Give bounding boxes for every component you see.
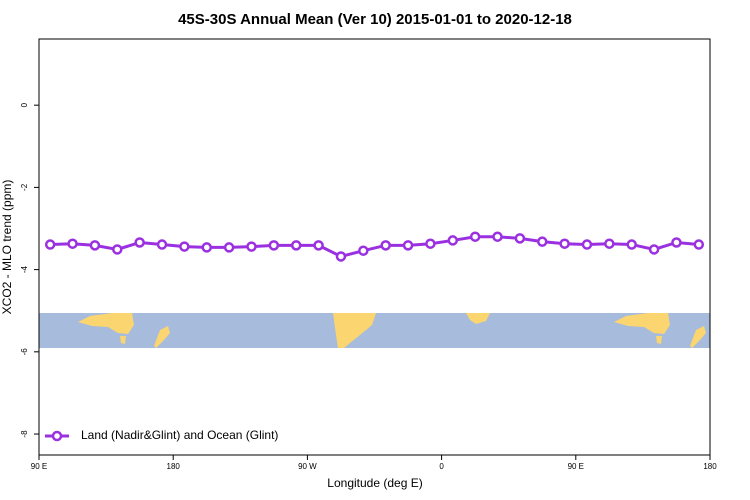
legend-marker	[51, 430, 63, 442]
y-axis-label: XCO2 - MLO trend (ppm)	[0, 180, 14, 315]
point	[693, 239, 705, 250]
x-tick-label: 180	[167, 462, 181, 471]
point	[290, 240, 302, 251]
x-tick-label: 0	[439, 462, 444, 471]
point	[537, 236, 548, 247]
x-tick-label: 90 E	[568, 462, 584, 471]
point	[469, 231, 481, 242]
point	[223, 242, 235, 253]
y-tick-label: 0	[20, 102, 29, 107]
point	[313, 240, 324, 251]
x-tick-label: 180	[703, 462, 717, 471]
point	[648, 244, 660, 255]
point	[671, 237, 682, 248]
x-axis-label: Longitude (deg E)	[327, 476, 422, 490]
point	[335, 251, 347, 262]
point	[89, 240, 101, 251]
point	[44, 239, 56, 250]
point	[268, 240, 280, 251]
point	[179, 241, 190, 252]
y-tick-label: -2	[20, 183, 29, 191]
y-tick-label: -6	[20, 348, 29, 356]
x-tick-label: 90 E	[31, 462, 47, 471]
point	[626, 239, 637, 250]
point	[514, 233, 526, 244]
point	[134, 237, 145, 248]
point	[402, 240, 414, 251]
map-strip	[39, 313, 710, 348]
point	[604, 238, 615, 249]
series-line	[50, 235, 699, 259]
point	[425, 238, 436, 249]
point	[581, 239, 593, 250]
point	[492, 231, 503, 242]
y-tick-label: -4	[20, 266, 29, 274]
plot-frame	[38, 38, 711, 456]
point	[67, 238, 78, 249]
chart-title: 45S-30S Annual Mean (Ver 10) 2015-01-01 …	[178, 11, 572, 28]
point	[246, 241, 257, 252]
point	[112, 244, 123, 255]
y-tick-label: -8	[20, 430, 29, 438]
legend-label: Land (Nadir&Glint) and Ocean (Glint)	[81, 428, 278, 442]
point	[380, 240, 391, 251]
point	[447, 235, 459, 246]
point	[358, 245, 369, 256]
point	[201, 242, 212, 253]
x-tick-label: 90 W	[298, 462, 317, 471]
point	[156, 239, 168, 250]
point	[559, 238, 570, 249]
